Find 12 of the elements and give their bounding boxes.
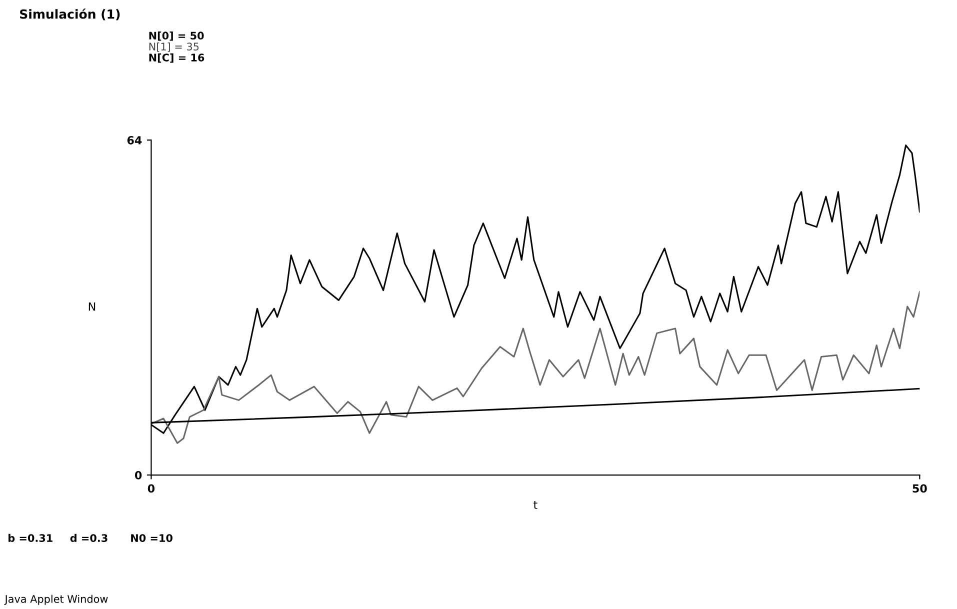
text: N[C] = 16: [149, 53, 204, 63]
y-tick-label: 64: [127, 136, 142, 144]
text: b =0.31: [8, 534, 52, 542]
x-axis-title: t: [534, 500, 538, 509]
x-tick-label: 50: [912, 484, 927, 493]
text: N0 =10: [131, 534, 172, 542]
text: d =0.3: [70, 534, 108, 542]
chart-title: Simulación (1): [20, 8, 120, 20]
text: N[1] = 35: [149, 42, 199, 52]
text: N[0] = 50: [149, 32, 204, 41]
y-axis-title: N: [88, 302, 96, 311]
text: Java Applet Window: [4, 594, 108, 605]
